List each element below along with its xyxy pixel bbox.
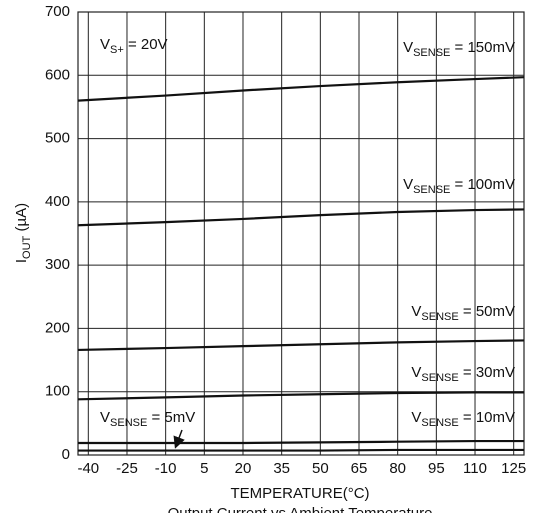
text-part: = 150mV	[450, 39, 515, 56]
text-part: = 50mV	[459, 303, 515, 320]
x-tick-label: 65	[351, 460, 368, 477]
x-tick-label: 50	[312, 460, 329, 477]
x-tick-label: 95	[428, 460, 445, 477]
series-line	[77, 339, 525, 352]
plot-frame	[77, 11, 525, 456]
x-tick-label: 5	[200, 460, 208, 477]
text-sub: SENSE	[413, 184, 450, 196]
arrow	[173, 429, 185, 449]
series-label: VSENSE = 100mV	[403, 176, 515, 196]
text-part: = 5mV	[147, 409, 195, 426]
chart-title: Output Current vs Ambient Temperature	[168, 505, 433, 513]
y-tick-label: 700	[45, 3, 70, 20]
y-tick-label: 0	[62, 446, 70, 463]
text-sub: S+	[110, 44, 124, 56]
text-part: V	[100, 36, 110, 53]
text-sub: SENSE	[413, 47, 450, 59]
series-line	[77, 208, 525, 227]
series-line	[77, 391, 524, 401]
x-axis-label: TEMPERATURE(°C)	[230, 485, 369, 502]
text-part: V	[100, 409, 110, 426]
text-part: V	[411, 364, 421, 381]
text-part: V	[403, 176, 413, 193]
text-sub: SENSE	[421, 372, 458, 384]
series-label: VSENSE = 50mV	[411, 303, 515, 323]
text-sub: OUT	[21, 235, 33, 259]
y-tick-label: 600	[45, 66, 70, 83]
x-tick-label: 110	[463, 460, 487, 477]
y-tick-label: 400	[45, 193, 70, 210]
text-part: V	[411, 303, 421, 320]
y-tick-label: 500	[45, 130, 70, 147]
text-part: = 30mV	[459, 364, 515, 381]
series-label: VSENSE = 5mV	[100, 409, 195, 429]
x-tick-label: 20	[235, 460, 252, 477]
text-part: = 10mV	[459, 409, 515, 426]
text-sub: SENSE	[421, 417, 458, 429]
series-label: VSENSE = 10mV	[411, 409, 515, 429]
x-tick-label: -10	[155, 460, 177, 477]
y-tick-label: 200	[45, 319, 70, 336]
text-part: V	[411, 409, 421, 426]
series-line	[78, 439, 524, 445]
text-part: = 100mV	[450, 176, 515, 193]
y-tick-label: 300	[45, 256, 70, 273]
series-line	[78, 448, 524, 452]
text-part: V	[403, 39, 413, 56]
text-part: = 20V	[124, 36, 168, 53]
x-tick-label: 125	[501, 460, 526, 477]
x-tick-label: 35	[273, 460, 290, 477]
x-tick-label: 80	[389, 460, 406, 477]
x-tick-label: -40	[77, 460, 99, 477]
series-label: VSENSE = 30mV	[411, 364, 515, 384]
y-axis-label: IOUT (µA)	[13, 203, 33, 263]
text-sub: SENSE	[110, 417, 147, 429]
x-tick-label: -25	[116, 460, 138, 477]
text-sub: SENSE	[421, 311, 458, 323]
text-part: (µA)	[13, 203, 30, 236]
annotation: VS+ = 20V	[100, 36, 168, 56]
series-line	[77, 76, 525, 102]
series-label: VSENSE = 150mV	[403, 39, 515, 59]
y-tick-label: 100	[45, 383, 70, 400]
text-part: I	[13, 259, 30, 263]
